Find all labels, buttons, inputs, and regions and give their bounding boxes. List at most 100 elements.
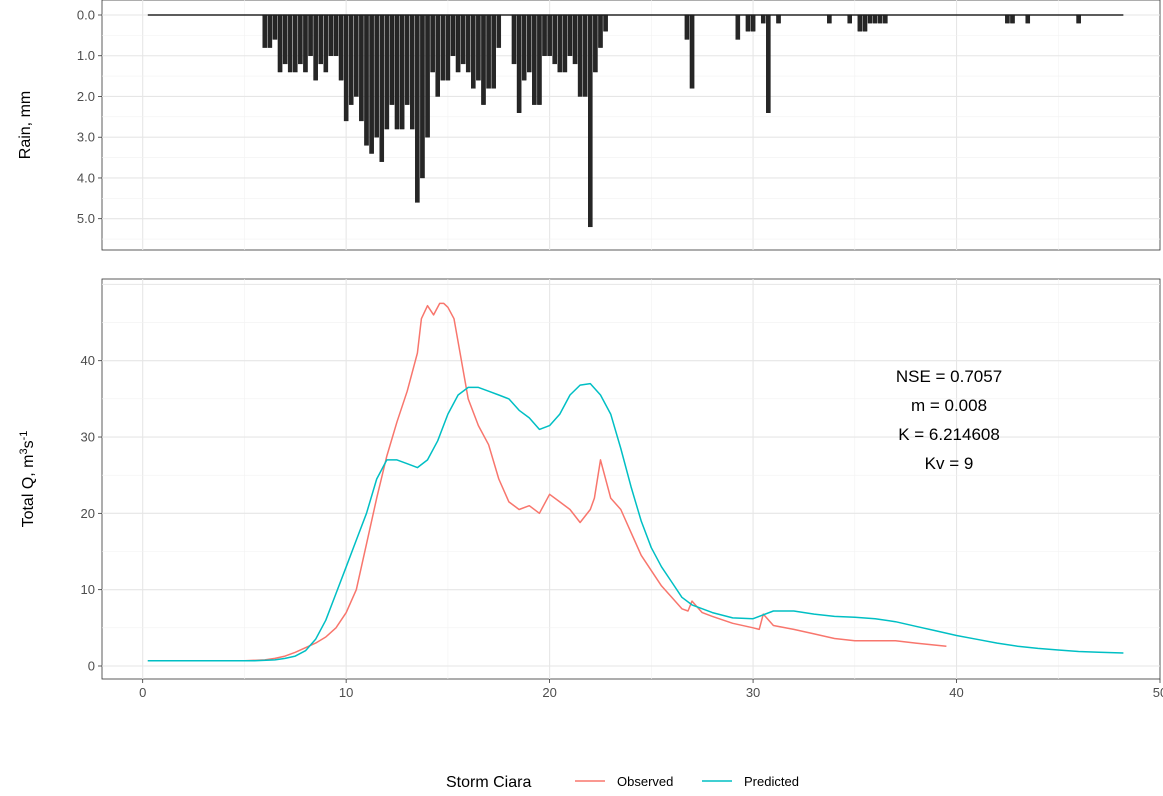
rain-bar: [430, 14, 435, 73]
rain-bar: [857, 14, 863, 32]
rain-bar: [318, 14, 324, 65]
rain-bar: [526, 14, 532, 73]
rain-bar: [684, 14, 690, 40]
rain-bar: [588, 14, 593, 228]
rain-bar: [359, 14, 364, 122]
legend-title: Storm Ciara: [446, 774, 531, 791]
rain-panel: 0.0 1.0 2.0 3.0 4.0 5.0 Rain, mm: [17, 0, 1161, 251]
discharge-y-ticks: 0 10 20 30 40: [81, 353, 102, 674]
ylabel-main: Total Q, m: [20, 455, 37, 528]
rain-bar: [389, 14, 395, 105]
xtick-label: 20: [542, 685, 556, 700]
rain-bar: [827, 14, 832, 24]
rain-bar: [369, 14, 374, 154]
ylabel-sup2: -1: [18, 431, 30, 441]
rain-bar: [399, 14, 405, 130]
rain-bar: [435, 14, 440, 97]
series-line-predicted: [147, 382, 1124, 662]
rain-bar: [465, 14, 471, 73]
rain-bar: [582, 14, 588, 97]
rain-bar: [409, 14, 415, 130]
rain-bar: [593, 14, 598, 73]
rain-bar: [445, 14, 451, 81]
rain-ytick-label: 3.0: [77, 130, 95, 145]
discharge-panel: 0 10 20 30 40 0 10 20 30 40 50 Total Q, m3s-1 NSE…: [18, 278, 1163, 700]
rain-bar: [1025, 14, 1031, 24]
rain-bar: [415, 14, 420, 203]
rain-bar: [348, 14, 354, 105]
rain-bar: [1005, 14, 1010, 24]
rain-bar: [323, 14, 329, 73]
discharge-ytick-label: 20: [81, 506, 95, 521]
rain-bar: [511, 14, 517, 65]
rain-bar: [420, 14, 425, 179]
rain-bar: [766, 14, 771, 113]
rain-ytick-label: 4.0: [77, 170, 95, 185]
rain-bar: [460, 14, 466, 65]
metrics-annotation: NSE = 0.7057 m = 0.008 K = 6.214608 Kv =…: [896, 367, 1002, 473]
rain-bar: [496, 14, 502, 48]
rain-bar: [313, 14, 318, 81]
rain-bar: [872, 14, 878, 24]
rain-bar: [760, 14, 766, 24]
rain-bar: [308, 14, 313, 56]
discharge-ytick-label: 10: [81, 582, 95, 597]
rain-bar: [481, 14, 486, 105]
rain-bar: [750, 14, 756, 32]
rain-bar: [867, 14, 873, 24]
annotation-kv: Kv = 9: [925, 454, 974, 473]
rain-bar: [547, 14, 552, 56]
rain-bar: [776, 14, 781, 24]
rain-bar: [552, 14, 557, 65]
discharge-y-axis-title: Total Q, m3s-1: [18, 431, 37, 528]
discharge-ytick-label: 0: [88, 659, 95, 674]
discharge-lines: [147, 302, 1124, 662]
rain-bar: [293, 14, 298, 73]
rain-bar: [476, 14, 481, 81]
rain-bar: [562, 14, 568, 73]
annotation-nse: NSE = 0.7057: [896, 367, 1002, 386]
ylabel-mid: s: [20, 440, 37, 448]
rain-bar: [384, 14, 390, 130]
rain-bar: [1076, 14, 1081, 24]
rain-bar: [567, 14, 573, 56]
discharge-gridlines: [102, 279, 1160, 679]
rain-bar: [572, 14, 578, 65]
rain-bar: [455, 14, 461, 73]
rain-bar: [557, 14, 563, 73]
rain-bar: [598, 14, 603, 48]
rain-bar: [847, 14, 853, 24]
rain-bar: [877, 14, 883, 24]
rain-bar: [735, 14, 741, 40]
rain-bar: [333, 14, 339, 56]
rain-bar: [343, 14, 349, 122]
ylabel-sup1: 3: [18, 448, 30, 454]
xtick-label: 10: [339, 685, 353, 700]
rain-bar: [267, 14, 273, 48]
rain-bar: [379, 14, 385, 162]
rain-bar: [272, 14, 278, 40]
rain-bar: [354, 14, 359, 97]
rain-bar: [394, 14, 400, 130]
xtick-label: 50: [1153, 685, 1163, 700]
rain-bar: [537, 14, 542, 105]
rain-bar: [277, 14, 283, 73]
rain-bar: [440, 14, 446, 81]
rain-y-ticks: 0.0 1.0 2.0 3.0 4.0 5.0: [77, 8, 102, 226]
rain-ytick-label: 1.0: [77, 48, 95, 63]
rain-bar: [328, 14, 334, 56]
rain-ytick-label: 0.0: [77, 8, 95, 23]
discharge-ytick-label: 30: [81, 430, 95, 445]
legend-label-predicted: Predicted: [744, 774, 799, 789]
discharge-panel-background: [101, 278, 1161, 680]
rain-ytick-label: 5.0: [77, 211, 95, 226]
rain-bar: [450, 14, 456, 56]
rain-bar: [282, 14, 288, 65]
rain-bar: [577, 14, 583, 97]
legend: Storm Ciara Observed Predicted: [446, 774, 799, 791]
annotation-k: K = 6.214608: [898, 425, 1000, 444]
xtick-label: 40: [949, 685, 963, 700]
rain-bar: [862, 14, 868, 32]
rain-bar: [364, 14, 369, 146]
